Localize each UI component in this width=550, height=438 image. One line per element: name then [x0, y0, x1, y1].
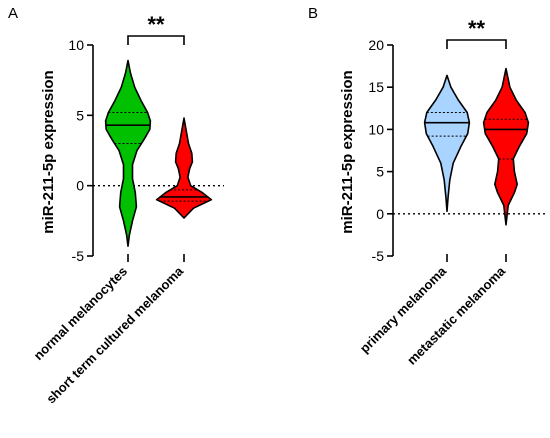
panel-b-letter: B	[308, 5, 318, 22]
panel-b-y-tick-label: 5	[376, 164, 384, 180]
panel-a-y-tick-label: -5	[72, 248, 85, 264]
panel-a-violin-1	[104, 59, 152, 247]
panel-b-violin-2	[482, 67, 530, 226]
panel-a-y-tick-label: 10	[68, 37, 84, 53]
panel-b: B miR-211-5p expression -505101520primar…	[308, 5, 546, 368]
panel-b-y-axis-label: miR-211-5p expression	[339, 70, 356, 233]
panel-a-y-tick-label: 5	[76, 107, 84, 123]
panel-a-significance-bracket	[127, 35, 185, 45]
panel-a-violin-2	[155, 117, 213, 219]
panel-b-significance-bracket	[446, 39, 507, 49]
panel-a-letter: A	[8, 5, 18, 22]
panel-b-violin-1	[423, 74, 471, 213]
panel-b-y-tick-label: 15	[368, 79, 384, 95]
panel-b-category-label-2: metastatic melanoma	[404, 263, 509, 368]
panel-a-significance-stars: **	[147, 12, 165, 37]
panel-a: A miR-211-5p expression -5 0 5 10 normal mel…	[8, 5, 224, 406]
panel-b-y-tick-label: 10	[368, 121, 384, 137]
panel-b-y-tick-label: 0	[376, 206, 384, 222]
panel-b-y-tick-label: 20	[368, 37, 384, 53]
panel-a-y-tick-label: 0	[76, 178, 84, 194]
panel-b-y-tick-label: -5	[372, 248, 385, 264]
panel-b-significance-stars: **	[468, 16, 486, 41]
panel-a-y-axis-label: miR-211-5p expression	[40, 70, 57, 233]
panel-a-category-label-1: normal melanocytes	[31, 264, 131, 364]
